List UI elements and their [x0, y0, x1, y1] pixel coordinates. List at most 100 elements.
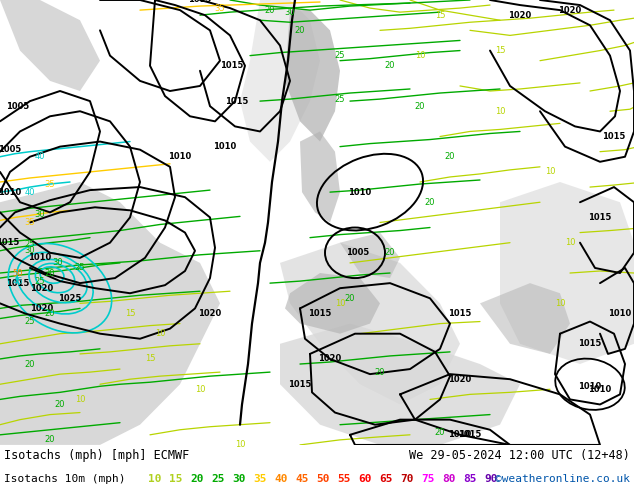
Text: 80: 80: [442, 474, 455, 484]
Text: 30: 30: [285, 8, 295, 17]
Text: 25: 25: [335, 95, 346, 103]
Text: 1020: 1020: [559, 5, 581, 15]
Text: 10: 10: [155, 329, 165, 338]
Text: 45: 45: [295, 474, 309, 484]
Text: 10: 10: [235, 441, 245, 449]
Text: 45: 45: [13, 277, 23, 286]
Text: 25: 25: [335, 51, 346, 60]
Text: 20: 20: [190, 474, 204, 484]
Text: 15: 15: [169, 474, 183, 484]
Text: 75: 75: [421, 474, 434, 484]
Text: 20: 20: [385, 61, 395, 70]
Text: 1015: 1015: [0, 238, 20, 247]
Text: 55: 55: [337, 474, 351, 484]
Text: 15: 15: [495, 46, 505, 55]
Text: 1020: 1020: [448, 375, 472, 384]
Text: 20: 20: [415, 101, 425, 111]
Text: 15: 15: [125, 309, 135, 318]
Text: 20: 20: [45, 269, 55, 277]
Text: 1020: 1020: [30, 304, 54, 313]
Text: 50: 50: [13, 269, 23, 277]
Text: 20: 20: [435, 428, 445, 437]
Text: 60: 60: [358, 474, 372, 484]
Text: 1015: 1015: [458, 430, 482, 440]
Text: 15: 15: [435, 11, 445, 20]
Text: 40: 40: [274, 474, 287, 484]
Text: 1015: 1015: [578, 339, 602, 348]
Text: 1020: 1020: [508, 11, 532, 20]
Text: 30: 30: [25, 246, 36, 255]
Text: 20: 20: [375, 368, 385, 377]
Text: 25: 25: [25, 317, 36, 326]
Polygon shape: [280, 243, 460, 404]
Text: 10: 10: [495, 107, 505, 116]
Text: 30: 30: [53, 258, 63, 268]
Text: 1015: 1015: [602, 132, 626, 141]
Text: 10: 10: [75, 395, 85, 404]
Text: 1005: 1005: [6, 101, 30, 111]
Text: 20: 20: [444, 152, 455, 161]
Text: 10: 10: [545, 168, 555, 176]
Text: 1015: 1015: [308, 309, 332, 318]
Text: 35: 35: [253, 474, 266, 484]
Text: 1010: 1010: [578, 382, 602, 391]
Polygon shape: [500, 182, 634, 364]
Text: 40: 40: [35, 152, 45, 161]
Text: 20: 20: [45, 309, 55, 318]
Text: 10: 10: [415, 51, 425, 60]
Text: 30: 30: [35, 210, 45, 219]
Text: 1015: 1015: [225, 97, 249, 106]
Polygon shape: [285, 273, 380, 334]
Polygon shape: [0, 0, 100, 91]
Text: 20: 20: [45, 435, 55, 444]
Polygon shape: [285, 10, 340, 142]
Polygon shape: [280, 323, 520, 445]
Text: 1010: 1010: [348, 188, 372, 196]
Text: 10: 10: [148, 474, 162, 484]
Text: 1015: 1015: [6, 279, 30, 288]
Text: 1005: 1005: [0, 145, 22, 154]
Text: 20: 20: [295, 26, 305, 35]
Text: Isotachs 10m (mph): Isotachs 10m (mph): [4, 474, 126, 484]
Text: 25: 25: [75, 264, 85, 272]
Text: 1010: 1010: [0, 188, 22, 196]
Text: 1010: 1010: [214, 142, 236, 151]
Text: 1005: 1005: [346, 248, 370, 257]
Text: 10: 10: [195, 385, 205, 394]
Text: 1010: 1010: [448, 430, 472, 440]
Text: 10: 10: [335, 299, 346, 308]
Text: 1010: 1010: [609, 309, 631, 318]
Text: 35: 35: [215, 3, 225, 13]
Text: 1015: 1015: [188, 0, 212, 4]
Text: ©weatheronline.co.uk: ©weatheronline.co.uk: [495, 474, 630, 484]
Text: 1010: 1010: [29, 253, 51, 262]
Text: 20: 20: [265, 5, 275, 15]
Polygon shape: [0, 182, 220, 445]
Text: 1020: 1020: [318, 354, 342, 364]
Text: 40: 40: [25, 188, 36, 196]
Text: 65: 65: [379, 474, 392, 484]
Text: 1015: 1015: [448, 309, 472, 318]
Text: 20: 20: [385, 248, 395, 257]
Text: 25: 25: [211, 474, 224, 484]
Text: 1015: 1015: [588, 213, 612, 222]
Text: 90: 90: [484, 474, 498, 484]
Polygon shape: [240, 0, 320, 162]
Text: 25: 25: [35, 277, 45, 286]
Text: 1015: 1015: [288, 380, 312, 389]
Text: 30: 30: [232, 474, 245, 484]
Text: 1020: 1020: [198, 309, 222, 318]
Text: 70: 70: [400, 474, 413, 484]
Polygon shape: [340, 233, 400, 278]
Text: 10: 10: [555, 299, 566, 308]
Text: 85: 85: [463, 474, 477, 484]
Text: 1010: 1010: [588, 385, 612, 394]
Text: 25: 25: [25, 240, 36, 249]
Text: 20: 20: [25, 360, 36, 368]
Text: 1015: 1015: [220, 61, 243, 70]
Text: 20: 20: [345, 294, 355, 303]
Text: We 29-05-2024 12:00 UTC (12+48): We 29-05-2024 12:00 UTC (12+48): [409, 449, 630, 463]
Text: 35: 35: [44, 179, 55, 189]
Text: Isotachs (mph) [mph] ECMWF: Isotachs (mph) [mph] ECMWF: [4, 449, 190, 463]
Text: 1025: 1025: [58, 294, 82, 303]
